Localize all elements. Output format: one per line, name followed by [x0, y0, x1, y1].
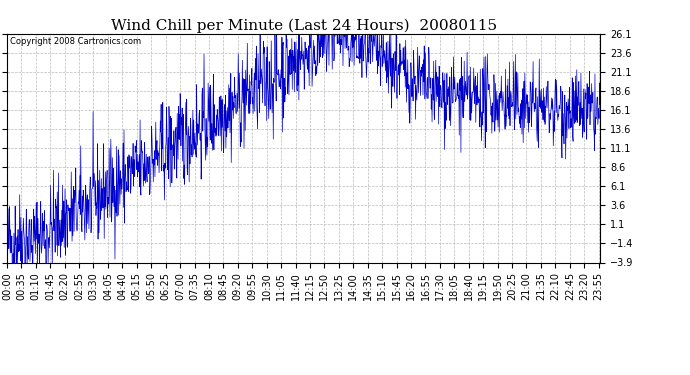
Text: Copyright 2008 Cartronics.com: Copyright 2008 Cartronics.com [10, 37, 141, 46]
Title: Wind Chill per Minute (Last 24 Hours)  20080115: Wind Chill per Minute (Last 24 Hours) 20… [110, 18, 497, 33]
